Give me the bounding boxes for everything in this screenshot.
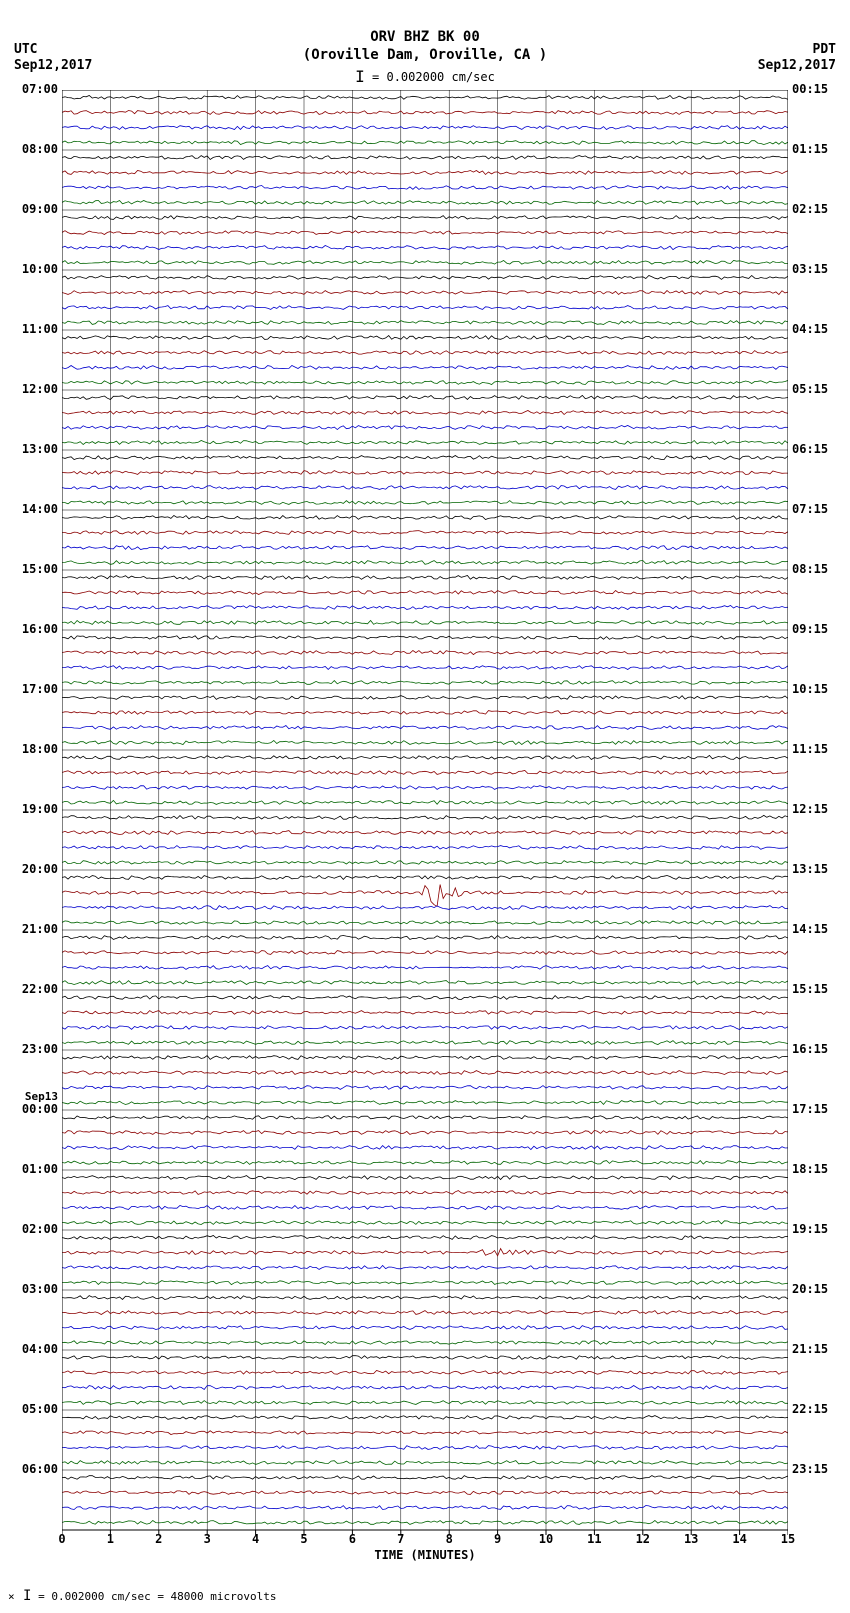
right-hour: 01:15 — [792, 142, 828, 156]
left-hour: 12:00 — [22, 382, 58, 396]
right-hour: 06:15 — [792, 442, 828, 456]
x-tick: 15 — [781, 1532, 795, 1546]
chart-header: ORV BHZ BK 00 (Oroville Dam, Oroville, C… — [0, 0, 850, 64]
x-tick: 2 — [155, 1532, 162, 1546]
x-tick: 0 — [58, 1532, 65, 1546]
left-hour: 20:00 — [22, 862, 58, 876]
left-hour: 06:00 — [22, 1462, 58, 1476]
utc-label: UTC Sep12,2017 — [14, 42, 92, 73]
tz-right-tz: PDT — [758, 42, 836, 58]
x-axis: TIME (MINUTES) 0123456789101112131415 — [62, 1530, 788, 1570]
left-hour: 15:00 — [22, 562, 58, 576]
x-tick: 11 — [587, 1532, 601, 1546]
left-hour: 18:00 — [22, 742, 58, 756]
right-hour: 05:15 — [792, 382, 828, 396]
x-tick: 6 — [349, 1532, 356, 1546]
left-hour: 17:00 — [22, 682, 58, 696]
x-tick: 13 — [684, 1532, 698, 1546]
right-hour: 17:15 — [792, 1102, 828, 1116]
left-hour: 00:00 — [22, 1102, 58, 1116]
footer-prefix: × — [8, 1590, 15, 1603]
right-hour: 02:15 — [792, 202, 828, 216]
left-hour: 04:00 — [22, 1342, 58, 1356]
left-hour: 01:00 — [22, 1162, 58, 1176]
right-hour: 13:15 — [792, 862, 828, 876]
left-hour: 02:00 — [22, 1222, 58, 1236]
station-name: (Oroville Dam, Oroville, CA ) — [0, 46, 850, 64]
left-hour: 19:00 — [22, 802, 58, 816]
tz-left-tz: UTC — [14, 42, 92, 58]
x-tick: 3 — [204, 1532, 211, 1546]
left-hour: 10:00 — [22, 262, 58, 276]
left-hour: 22:00 — [22, 982, 58, 996]
right-hour: 10:15 — [792, 682, 828, 696]
x-tick: 8 — [446, 1532, 453, 1546]
x-tick: 7 — [397, 1532, 404, 1546]
left-hour: 09:00 — [22, 202, 58, 216]
left-hour-labels: 07:0008:0009:0010:0011:0012:0013:0014:00… — [10, 90, 60, 1530]
right-hour: 19:15 — [792, 1222, 828, 1236]
left-hour: 07:00 — [22, 82, 58, 96]
left-hour: 05:00 — [22, 1402, 58, 1416]
x-tick: 4 — [252, 1532, 259, 1546]
right-hour: 09:15 — [792, 622, 828, 636]
left-hour: 14:00 — [22, 502, 58, 516]
right-hour: 07:15 — [792, 502, 828, 516]
left-hour: 23:00 — [22, 1042, 58, 1056]
right-hour-labels: 00:1501:1502:1503:1504:1505:1506:1507:15… — [790, 90, 840, 1530]
right-hour: 22:15 — [792, 1402, 828, 1416]
right-hour: 08:15 — [792, 562, 828, 576]
right-hour: 12:15 — [792, 802, 828, 816]
seismogram-plot — [62, 90, 788, 1530]
station-code: ORV BHZ BK 00 — [0, 28, 850, 46]
right-hour: 20:15 — [792, 1282, 828, 1296]
scale-text: = 0.002000 cm/sec — [365, 70, 495, 84]
right-hour: 00:15 — [792, 82, 828, 96]
left-hour: 16:00 — [22, 622, 58, 636]
footer-text: = 0.002000 cm/sec = 48000 microvolts — [31, 1590, 276, 1603]
right-hour: 15:15 — [792, 982, 828, 996]
left-hour: 21:00 — [22, 922, 58, 936]
left-hour: 08:00 — [22, 142, 58, 156]
x-tick: 9 — [494, 1532, 501, 1546]
right-hour: 04:15 — [792, 322, 828, 336]
right-hour: 03:15 — [792, 262, 828, 276]
right-hour: 14:15 — [792, 922, 828, 936]
right-hour: 18:15 — [792, 1162, 828, 1176]
left-hour: 13:00 — [22, 442, 58, 456]
x-tick: 14 — [732, 1532, 746, 1546]
x-tick: 1 — [107, 1532, 114, 1546]
x-tick: 5 — [300, 1532, 307, 1546]
right-hour: 11:15 — [792, 742, 828, 756]
tz-left-date: Sep12,2017 — [14, 58, 92, 74]
scale-indicator: I = 0.002000 cm/sec — [0, 66, 850, 85]
tz-right-date: Sep12,2017 — [758, 58, 836, 74]
x-tick: 12 — [636, 1532, 650, 1546]
right-hour: 16:15 — [792, 1042, 828, 1056]
day-break-label: Sep13 — [25, 1090, 58, 1103]
right-hour: 23:15 — [792, 1462, 828, 1476]
left-hour: 11:00 — [22, 322, 58, 336]
pdt-label: PDT Sep12,2017 — [758, 42, 836, 73]
x-tick: 10 — [539, 1532, 553, 1546]
footer-scale: × I = 0.002000 cm/sec = 48000 microvolts — [8, 1588, 277, 1604]
x-axis-title: TIME (MINUTES) — [374, 1548, 475, 1562]
right-hour: 21:15 — [792, 1342, 828, 1356]
left-hour: 03:00 — [22, 1282, 58, 1296]
